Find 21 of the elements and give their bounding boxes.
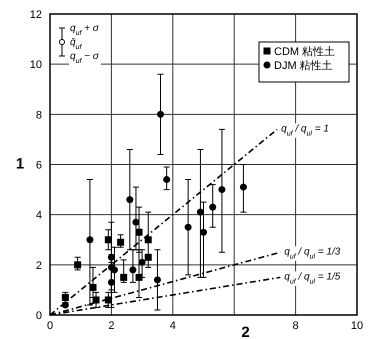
y-tick-label: 10 [30, 59, 42, 72]
legend-label: DJM 粘性土 [274, 59, 333, 72]
series-label: q$_{uf}$ / q$_{ul}$ = 1/3 [284, 246, 341, 260]
y-tick-label: 6 [36, 160, 42, 172]
series-label: q$_{uf}$ / q$_{ul}$ = 1 [281, 123, 329, 137]
annotation: q̄$_{uf}$ [70, 37, 82, 50]
x-tick-label: 4 [170, 320, 176, 332]
y-tick-label: 4 [36, 210, 42, 222]
x-tick-label: 10 [350, 320, 364, 332]
y-tick-label: 2 [36, 260, 42, 272]
y-axis-title: 1 [16, 156, 24, 172]
x-tick-label: 0 [46, 320, 54, 332]
y-tick-label: 0 [36, 310, 42, 322]
annotation: q$_{uf}$ + σ [70, 23, 100, 36]
series-label: q$_{uf}$ / q$_{ul}$ = 1/5 [284, 271, 341, 285]
y-tick-label: 12 [30, 9, 42, 21]
legend-label: CDM 粘性土 [274, 45, 336, 58]
x-tick-label: 8 [292, 320, 299, 332]
y-tick-label: 8 [36, 109, 42, 122]
annotation: q$_{uf}$ − σ [70, 51, 100, 64]
x-tick-label: 2 [108, 320, 114, 332]
